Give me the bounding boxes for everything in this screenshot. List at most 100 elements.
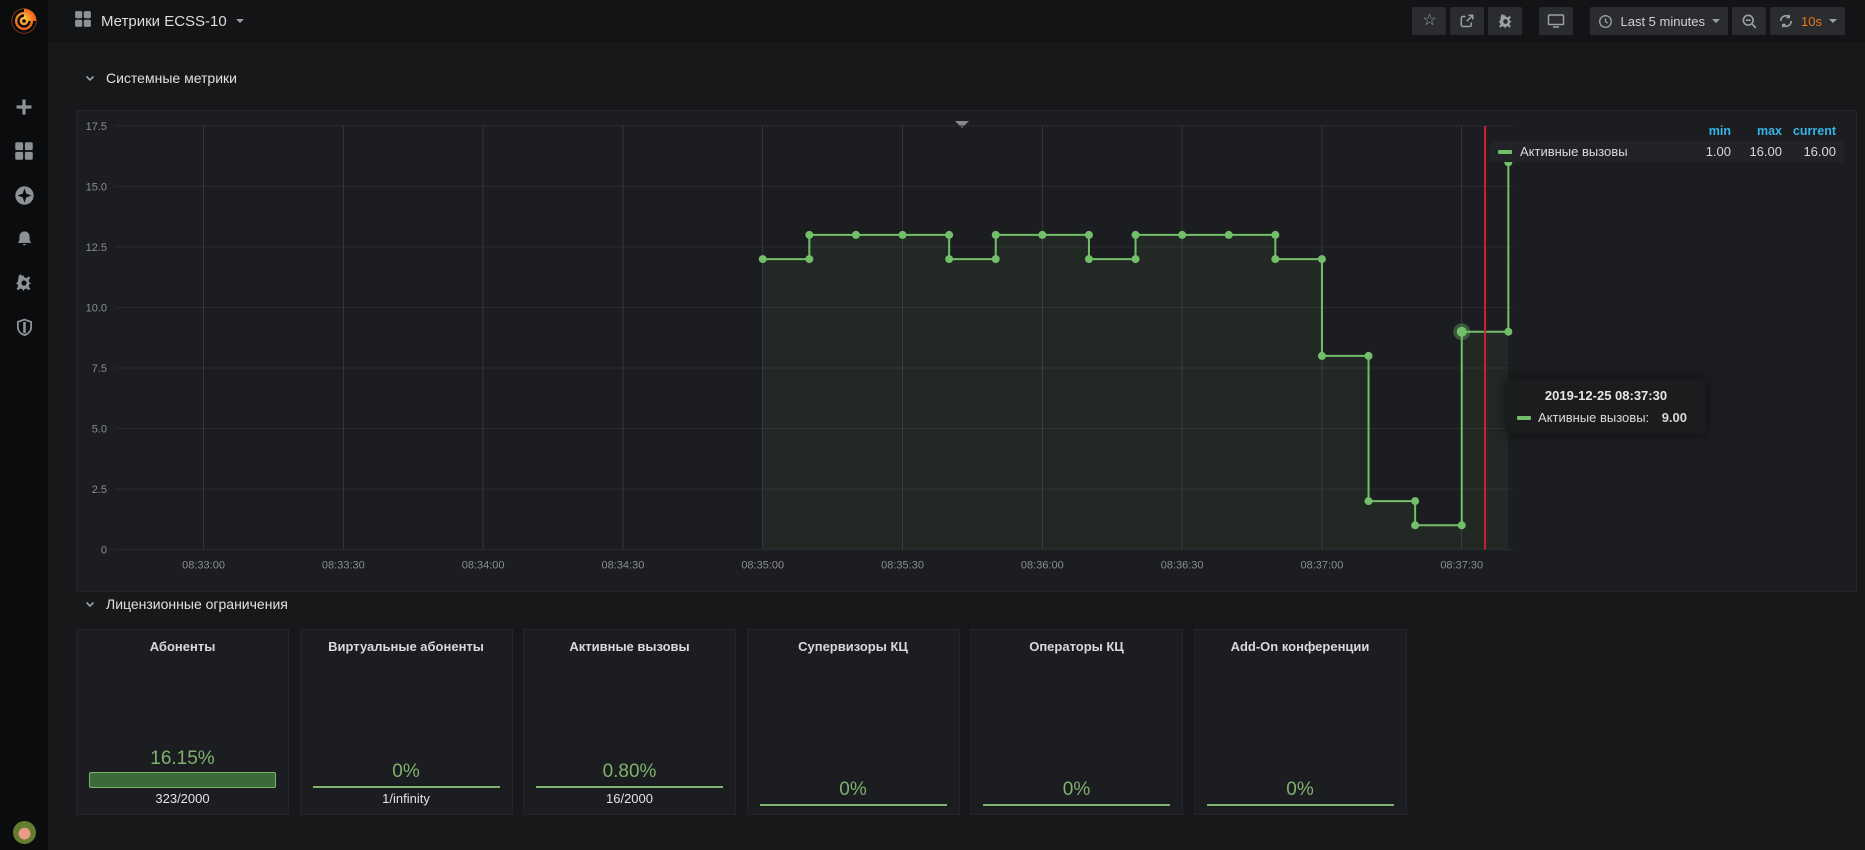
refresh-interval-label: 10s xyxy=(1801,13,1822,29)
magnifier-minus-icon xyxy=(1742,14,1756,28)
legend-col-max: max xyxy=(1756,123,1782,138)
series-data-point xyxy=(991,230,1000,239)
navbar: Метрики ECSS-10 ☆ Last xyxy=(48,0,1865,42)
shield-icon xyxy=(15,317,34,338)
graph-tooltip: 2019-12-25 08:37:30 Активные вызовы: 9.0… xyxy=(1506,379,1706,434)
grafana-logo[interactable] xyxy=(9,6,39,36)
sidebar-item-explore[interactable] xyxy=(13,184,35,206)
chevron-down-icon xyxy=(235,19,244,23)
graph-canvas[interactable]: 0 2.5 5.0 7.5 10.0 12.5 15.0 17.5 08:33:00 08:33:… xyxy=(77,111,1856,591)
chevron-down-icon xyxy=(85,75,95,82)
license-panel-value-block: 0% xyxy=(1195,779,1406,814)
share-dashboard-button[interactable] xyxy=(1450,7,1485,35)
dashboard-settings-button[interactable] xyxy=(1488,7,1523,35)
zoom-out-button[interactable] xyxy=(1732,7,1767,35)
license-fraction-value: 1/infinity xyxy=(382,791,430,806)
y-axis-tick-label: 10.0 xyxy=(86,303,107,315)
tooltip-value: 9.00 xyxy=(1661,410,1687,425)
y-axis-tick-label: 7.5 xyxy=(92,363,107,375)
series-corner-point xyxy=(991,255,1000,264)
side-menu xyxy=(0,0,48,850)
y-axis-tick-label: 17.5 xyxy=(86,121,107,133)
license-percent-value: 0% xyxy=(392,761,420,783)
time-range-picker[interactable]: Last 5 minutes xyxy=(1590,7,1729,35)
sidebar-item-server-admin[interactable] xyxy=(13,316,35,338)
series-data-point xyxy=(1131,230,1140,239)
x-axis-tick-label: 08:35:30 xyxy=(881,560,924,572)
sidebar-item-dashboards[interactable] xyxy=(13,140,35,162)
x-axis-tick-label: 08:36:30 xyxy=(1161,560,1204,572)
series-data-point xyxy=(1271,255,1280,264)
legend-series-current: 16.00 xyxy=(1803,144,1836,159)
license-panel-title: Виртуальные абоненты xyxy=(328,639,484,654)
license-panel-title: Абоненты xyxy=(149,639,216,654)
x-axis-tick-label: 08:35:00 xyxy=(741,560,784,572)
row-header-license-limits[interactable]: Лицензионные ограничения xyxy=(84,596,288,612)
series-data-point xyxy=(1038,230,1047,239)
series-corner-point xyxy=(1504,327,1513,336)
gear-icon xyxy=(1498,13,1512,28)
sidebar-item-create[interactable] xyxy=(13,96,35,118)
license-sparkline-line xyxy=(1206,804,1394,806)
series-data-point xyxy=(851,230,860,239)
sidebar-item-alerting[interactable] xyxy=(13,228,35,250)
bell-icon xyxy=(15,229,34,249)
license-panel-title: Супервизоры КЦ xyxy=(798,639,908,654)
dashboard-title-group[interactable]: Метрики ECSS-10 xyxy=(48,10,244,33)
y-axis-tick-label: 12.5 xyxy=(86,242,107,254)
x-axis-tick-label: 08:34:30 xyxy=(602,560,645,572)
license-sparkline-line xyxy=(312,786,500,788)
license-fraction-value: 323/2000 xyxy=(155,791,210,806)
license-panel-title: Add-On конференции xyxy=(1230,639,1370,654)
series-color-dash-icon xyxy=(1498,149,1512,154)
time-range-label: Last 5 minutes xyxy=(1620,13,1706,29)
license-panel-value-block: 0% xyxy=(748,779,959,814)
series-corner-point xyxy=(1411,497,1420,506)
series-corner-point xyxy=(1271,230,1280,239)
gear-icon xyxy=(14,273,34,293)
graph-panel-system-metrics: 0 2.5 5.0 7.5 10.0 12.5 15.0 17.5 08:33:00 08:33:… xyxy=(76,110,1857,592)
mark-favorite-button[interactable]: ☆ xyxy=(1412,7,1447,35)
tooltip-series-name: Активные вызовы: xyxy=(1538,410,1650,425)
legend-col-current: current xyxy=(1792,123,1836,138)
series-corner-point xyxy=(1364,351,1373,360)
license-panel: Абоненты 16.15% 323/2000 xyxy=(76,629,289,815)
panel-menu-caret-icon[interactable] xyxy=(955,121,969,128)
series-data-point xyxy=(758,255,767,264)
hovered-point xyxy=(1456,326,1467,337)
license-panel: Активные вызовы 0.80% 16/2000 xyxy=(523,629,736,815)
series-data-point xyxy=(1178,230,1187,239)
license-panel-value-block: 0% 1/infinity xyxy=(301,761,512,814)
license-panel-title: Операторы КЦ xyxy=(1029,639,1124,654)
tooltip-series-row: Активные вызовы: 9.00 xyxy=(1517,410,1695,425)
row-title: Лицензионные ограничения xyxy=(106,596,288,612)
row-header-system-metrics[interactable]: Системные метрики xyxy=(84,70,237,86)
y-axis-tick-label: 2.5 xyxy=(92,484,107,496)
share-icon xyxy=(1461,14,1474,28)
series-fill-area xyxy=(762,162,1509,550)
monitor-icon xyxy=(1548,14,1565,28)
refresh-picker[interactable]: 10s xyxy=(1770,7,1845,35)
license-panel: Супервизоры КЦ 0% xyxy=(746,629,960,815)
refresh-icon xyxy=(1780,14,1793,28)
x-axis-tick-label: 08:37:30 xyxy=(1440,560,1483,572)
series-data-point xyxy=(1411,521,1420,530)
legend-series-toggle[interactable]: Активные вызовы xyxy=(1490,144,1680,159)
user-avatar[interactable] xyxy=(13,821,36,844)
graph-legend: min max current Активные вызовы 1.00 16.… xyxy=(1490,120,1844,162)
x-axis-tick-label: 08:37:00 xyxy=(1301,560,1344,572)
license-panel: Операторы КЦ 0% xyxy=(970,629,1183,815)
plus-icon xyxy=(14,97,34,117)
license-percent-value: 0.80% xyxy=(602,761,657,783)
series-corner-point xyxy=(1317,255,1326,264)
legend-col-min: min xyxy=(1708,123,1731,138)
sidebar-item-configuration[interactable] xyxy=(13,272,35,294)
series-line xyxy=(762,162,1510,527)
series-corner-point xyxy=(1457,521,1466,530)
cycle-view-mode-button[interactable] xyxy=(1539,7,1574,35)
legend-series-row: Активные вызовы 1.00 16.00 16.00 xyxy=(1490,141,1844,162)
series-data-point xyxy=(1084,255,1093,264)
apps-grid-icon xyxy=(14,141,34,161)
x-axis-tick-label: 08:33:30 xyxy=(322,560,365,572)
series-corner-point xyxy=(945,230,954,239)
